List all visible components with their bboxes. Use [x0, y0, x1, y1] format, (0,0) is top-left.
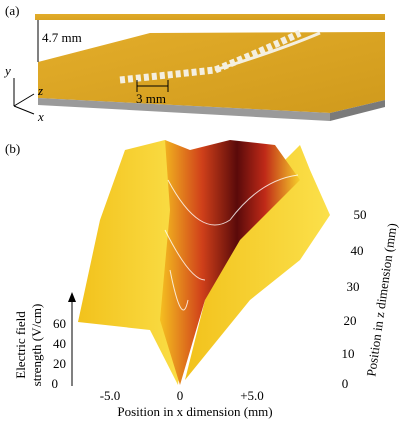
z-tick: 30	[347, 279, 360, 294]
gap-label: 4.7 mm	[42, 30, 82, 45]
z-tick: 40	[351, 243, 364, 258]
y-title: strength (V/cm)	[29, 304, 44, 387]
track	[214, 31, 321, 72]
z-tick: 0	[342, 376, 349, 391]
axis-x: x	[37, 109, 44, 124]
panel-label: (b)	[5, 141, 20, 156]
axis-triad	[13, 78, 35, 115]
x-tick: +5.0	[240, 388, 264, 403]
z-tick: 50	[354, 207, 367, 222]
y-tick: 20	[53, 356, 66, 371]
x-tick: -5.0	[100, 388, 121, 403]
z-title: Position in z dimension (mm)	[363, 222, 399, 377]
axis-y: y	[3, 63, 11, 78]
x-title: Position in x dimension (mm)	[117, 404, 272, 419]
period-label: 3 mm	[136, 91, 166, 106]
plate-side	[38, 98, 330, 121]
panel-label: (a)	[5, 3, 19, 18]
z-tick: 10	[342, 346, 355, 361]
contour	[164, 174, 299, 311]
y-tick: 40	[53, 336, 66, 351]
axis-z: z	[37, 83, 43, 98]
z-tick: 20	[344, 313, 357, 328]
top-plate	[35, 14, 385, 20]
y-tick: 60	[53, 316, 66, 331]
plate-side	[330, 100, 385, 121]
y-title: Electric field	[13, 311, 28, 379]
surface-valley	[160, 140, 300, 385]
x-tick: 0	[177, 388, 184, 403]
y-tick: 0	[52, 376, 59, 391]
surface-right	[185, 145, 330, 380]
y-arrow	[68, 292, 76, 302]
